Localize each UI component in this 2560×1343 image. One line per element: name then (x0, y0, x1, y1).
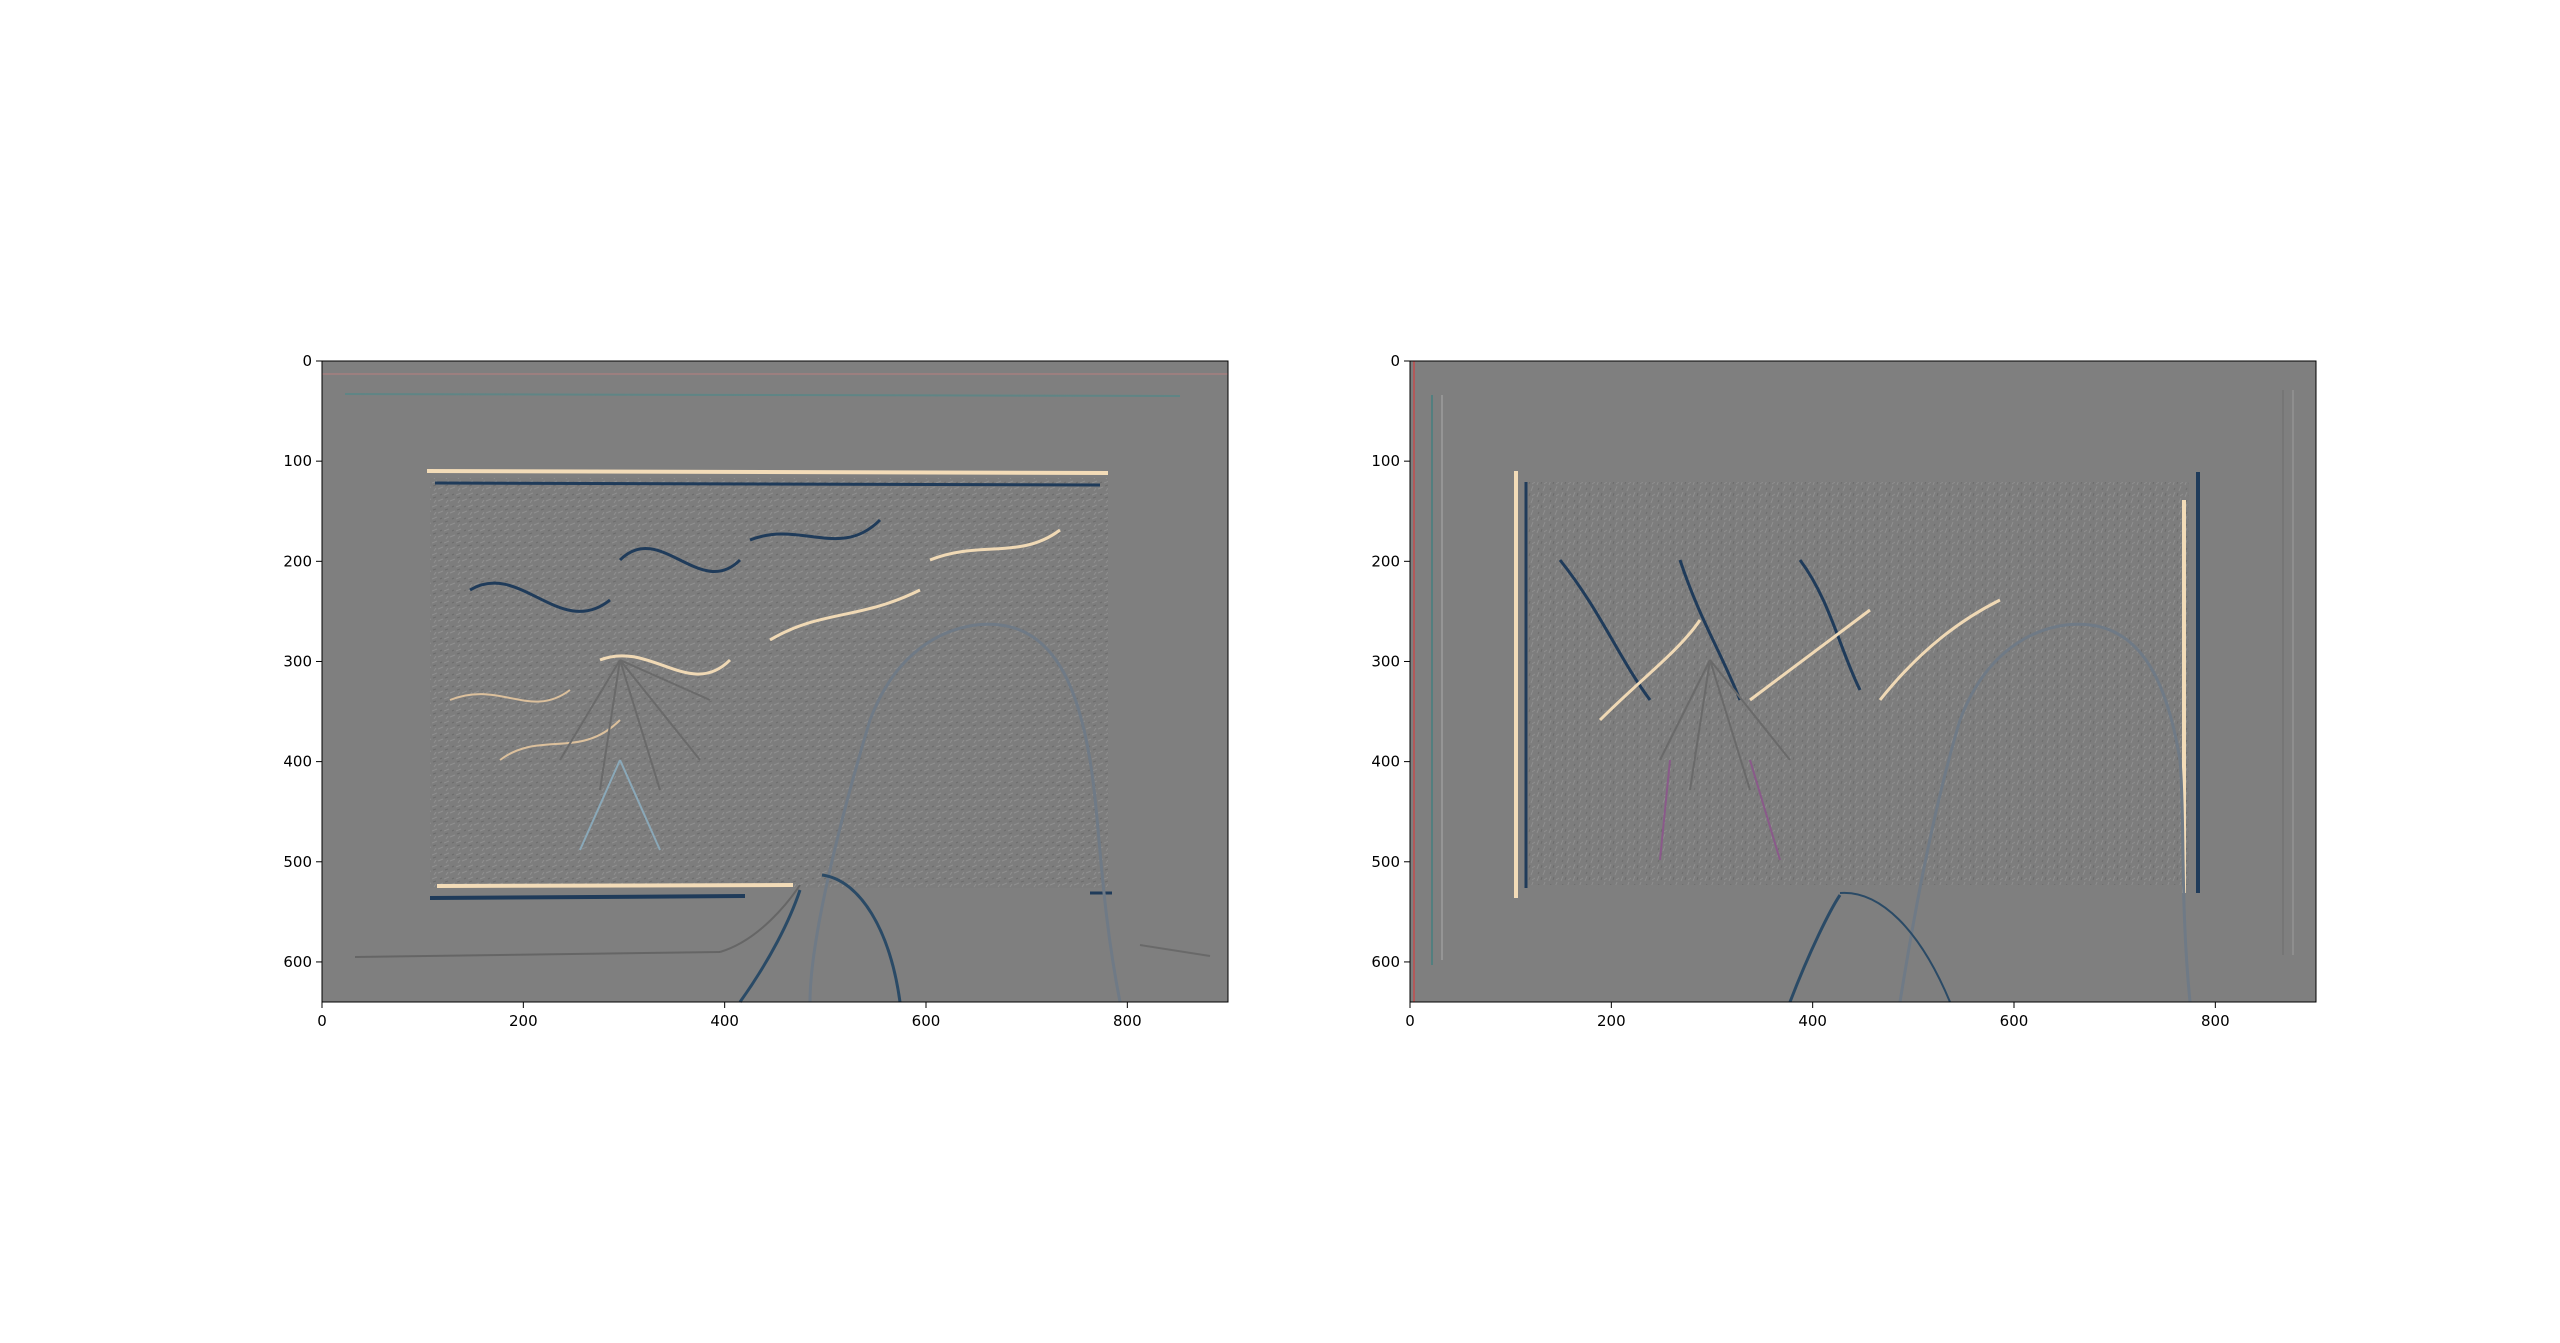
right-x-tick-label: 200 (1597, 1012, 1626, 1030)
left-x-tick-label: 0 (317, 1012, 327, 1030)
right-y-tick-label: 400 (1371, 753, 1400, 771)
left-y-tick-label: 600 (283, 953, 312, 971)
right-x-tick-label: 600 (2000, 1012, 2029, 1030)
left-x-tick-label: 200 (509, 1012, 538, 1030)
right-image (1409, 360, 2317, 1003)
right-y-tick-label: 200 (1371, 552, 1400, 570)
right-x-tick-label: 800 (2201, 1012, 2230, 1030)
left-y-tick-label: 100 (283, 452, 312, 470)
left-y-tick-label: 500 (283, 853, 312, 871)
left-x-tick-label: 800 (1113, 1012, 1142, 1030)
right-x-tick-label: 0 (1405, 1012, 1415, 1030)
left-y-tick-label: 400 (283, 753, 312, 771)
left-image (321, 360, 1229, 1003)
right-x-axis: 0 200 400 600 800 (1405, 1002, 2230, 1030)
left-x-tick-label: 600 (912, 1012, 941, 1030)
right-y-tick-label: 100 (1371, 452, 1400, 470)
left-y-tick-label: 300 (283, 652, 312, 670)
right-y-tick-label: 500 (1371, 853, 1400, 871)
left-x-tick-label: 400 (710, 1012, 739, 1030)
right-x-tick-label: 400 (1798, 1012, 1827, 1030)
left-y-axis: 0 100 200 300 400 500 600 (283, 352, 322, 971)
right-y-tick-label: 300 (1371, 652, 1400, 670)
right-y-tick-label: 600 (1371, 953, 1400, 971)
left-y-tick-label: 200 (283, 552, 312, 570)
right-y-axis: 0 100 200 300 400 500 600 (1371, 352, 1410, 971)
left-y-tick-label: 0 (302, 352, 312, 370)
right-y-tick-label: 0 (1390, 352, 1400, 370)
left-x-axis: 0 200 400 600 800 (317, 1002, 1142, 1030)
